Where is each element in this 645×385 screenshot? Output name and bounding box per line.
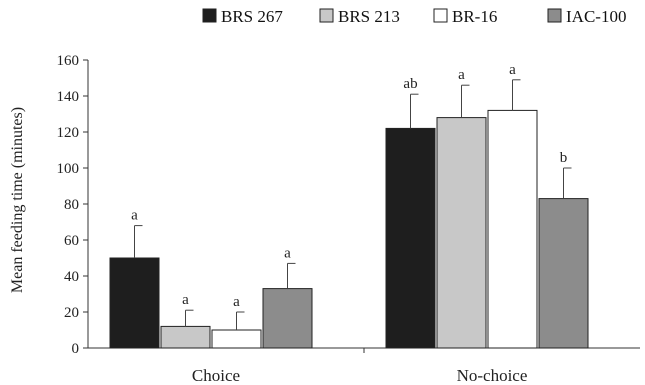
significance-label: b (560, 150, 568, 166)
significance-label: a (131, 208, 138, 224)
significance-label: a (182, 292, 189, 308)
category-labels: Choice No-choice (192, 366, 527, 385)
bar (262, 288, 313, 349)
significance-label: a (458, 67, 465, 83)
significance-label: a (284, 245, 291, 261)
y-tick-label: 140 (57, 89, 80, 105)
y-tick-label: 20 (64, 305, 79, 321)
legend-swatch (202, 8, 217, 23)
bar (385, 127, 436, 349)
legend-swatch (547, 8, 562, 23)
bar (160, 325, 211, 349)
y-tick-label: 160 (57, 53, 80, 69)
bar (487, 109, 538, 349)
significance-label: a (509, 62, 516, 78)
legend-label: BR-16 (452, 7, 497, 26)
bars (109, 109, 589, 349)
error-bars (134, 79, 572, 330)
legend-label: BRS 267 (221, 7, 283, 26)
y-tick-label: 80 (64, 197, 79, 213)
bar (109, 257, 160, 349)
legend-swatch (319, 8, 334, 23)
y-tick-label: 120 (57, 125, 80, 141)
bar (538, 198, 589, 349)
category-label: No-choice (457, 366, 528, 385)
legend-label: IAC-100 (566, 7, 626, 26)
legend: BRS 267 BRS 213 BR-16 IAC-100 (202, 7, 626, 26)
y-tick-label: 100 (57, 161, 80, 177)
axes: 0 20 40 60 80 100 120 140 160 (57, 53, 640, 357)
legend-label: BRS 213 (338, 7, 400, 26)
bar (211, 329, 262, 349)
y-axis-title: Mean feeding time (minutes) (9, 107, 26, 293)
y-tick-label: 40 (64, 269, 79, 285)
significance-label: a (233, 294, 240, 310)
significance-label: ab (403, 76, 417, 92)
bar (436, 117, 487, 349)
y-tick-label: 0 (72, 341, 80, 357)
legend-swatch (433, 8, 448, 23)
y-tick-label: 60 (64, 233, 79, 249)
category-label: Choice (192, 366, 240, 385)
